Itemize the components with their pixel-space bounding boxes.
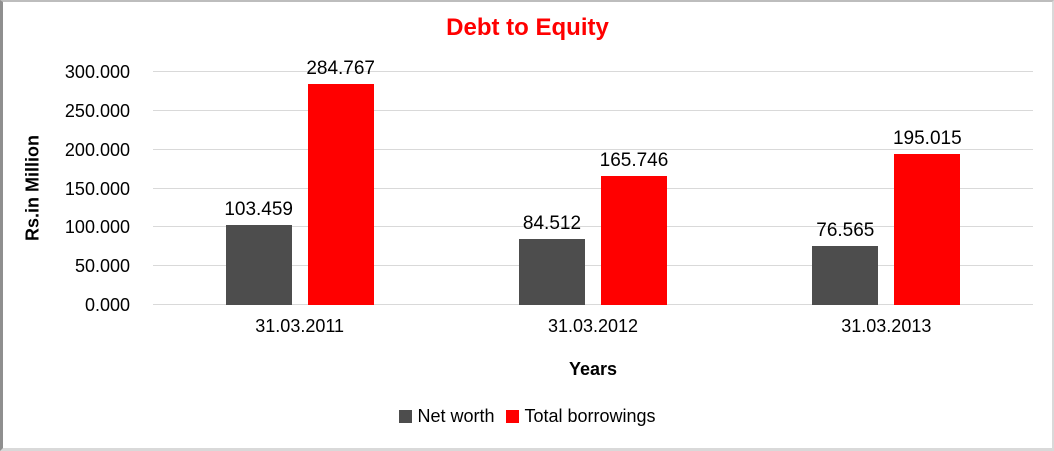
legend: Net worth Total borrowings bbox=[3, 406, 1052, 427]
gridline bbox=[153, 187, 1033, 189]
data-label: 284.767 bbox=[306, 57, 375, 79]
category-label: 31.03.2013 bbox=[841, 316, 932, 336]
gridline bbox=[153, 265, 1033, 267]
y-tick-label: 100.000 bbox=[64, 217, 130, 238]
category-label: 31.03.2012 bbox=[547, 316, 639, 336]
gridline bbox=[153, 226, 1033, 228]
legend-item-net-worth: Net worth bbox=[399, 406, 494, 427]
bar-group: 103.459 284.767 bbox=[153, 58, 446, 305]
data-label: 165.746 bbox=[599, 150, 669, 172]
gridline bbox=[153, 304, 1033, 305]
y-tick-label: 150.000 bbox=[64, 178, 130, 199]
data-label: 103.459 bbox=[224, 198, 293, 220]
bar-total-borrowings: 284.767 bbox=[306, 58, 375, 305]
gridlines bbox=[153, 71, 1033, 305]
data-label: 76.565 bbox=[816, 219, 875, 241]
bar-net-worth: 84.512 bbox=[518, 213, 585, 305]
bar-total-borrowings: 165.746 bbox=[600, 150, 668, 305]
bar-group: 76.565 195.015 bbox=[740, 72, 1033, 305]
category-labels: 31.03.2011 31.03.2012 31.03.2013 bbox=[153, 316, 1033, 337]
y-tick-label: 250.000 bbox=[64, 100, 130, 121]
legend-marker bbox=[399, 410, 413, 423]
y-tick-label: 0.000 bbox=[84, 295, 130, 315]
plot-area: 103.459 284.767 84.512 165.746 76.565 195.015 bbox=[153, 58, 1033, 305]
y-tick-label: 50.000 bbox=[74, 256, 130, 277]
category-label: 31.03.2011 bbox=[255, 316, 345, 336]
data-label: 195.015 bbox=[892, 127, 962, 149]
gridline bbox=[153, 148, 1033, 150]
x-axis-title: Years bbox=[568, 359, 618, 379]
bar-groups: 103.459 284.767 84.512 165.746 76.565 195.015 bbox=[153, 58, 1033, 305]
legend-item-total-borrowings: Total borrowings bbox=[506, 406, 656, 427]
gridline bbox=[153, 109, 1033, 111]
bar-total-borrowings: 195.015 bbox=[893, 128, 962, 305]
bar-net-worth: 76.565 bbox=[812, 220, 879, 305]
y-tick-label: 300.000 bbox=[64, 62, 130, 82]
legend-marker bbox=[506, 410, 520, 423]
legend-label: Total borrowings bbox=[524, 406, 656, 426]
data-label: 84.512 bbox=[522, 213, 582, 235]
legend-label: Net worth bbox=[417, 406, 495, 426]
bar-group: 84.512 165.746 bbox=[446, 72, 739, 305]
chart-title: Debt to Equity bbox=[446, 14, 609, 41]
y-tick-label: 200.000 bbox=[64, 139, 130, 160]
gridline bbox=[153, 71, 1033, 72]
bar-net-worth: 103.459 bbox=[224, 199, 293, 305]
